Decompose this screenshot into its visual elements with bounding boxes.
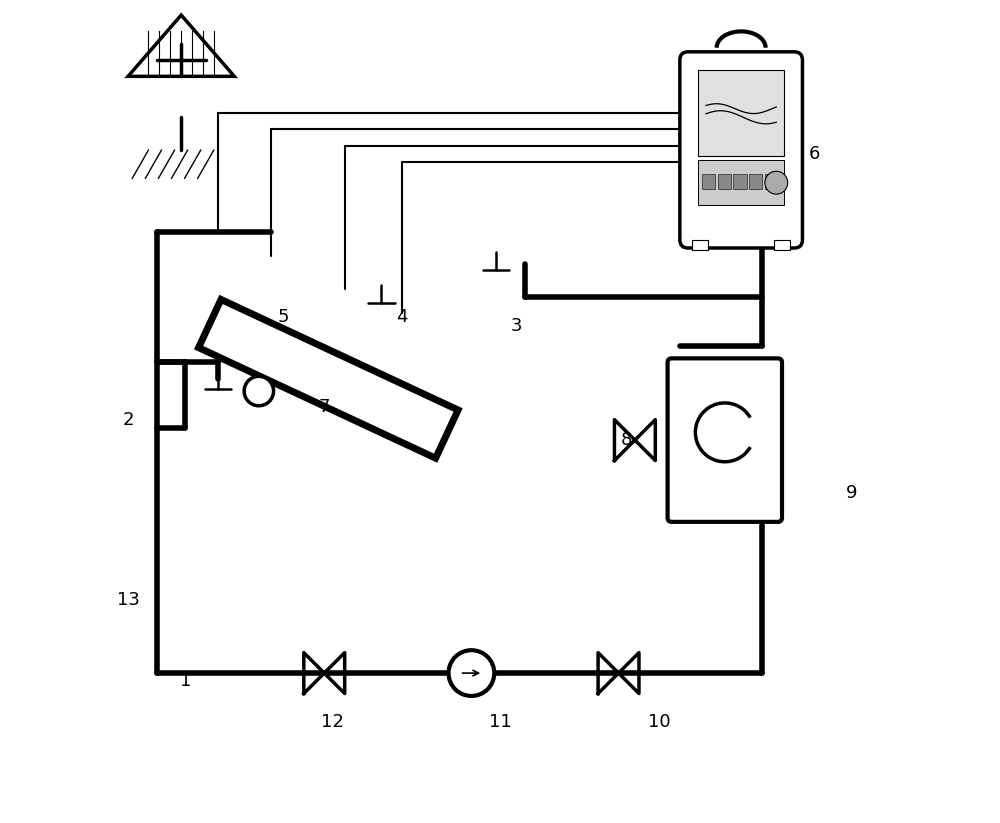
Bar [702,174,715,189]
Circle shape [449,650,494,696]
Circle shape [765,171,788,194]
Polygon shape [128,15,234,77]
Text: 13: 13 [117,591,140,608]
Text: 2: 2 [122,411,134,429]
FancyBboxPatch shape [668,358,782,522]
Circle shape [244,376,274,406]
Text: 3: 3 [511,317,522,335]
Text: 6: 6 [809,145,820,163]
Bar [774,239,790,249]
Bar [733,174,747,189]
Bar [765,174,778,189]
Text: 9: 9 [846,484,857,502]
Text: 7: 7 [318,398,330,416]
Polygon shape [199,300,458,458]
Text: 1: 1 [180,672,191,690]
Text: 8: 8 [621,431,632,449]
Bar [698,70,784,156]
Bar [749,174,762,189]
Text: 11: 11 [489,713,511,731]
Bar [718,174,731,189]
Bar [698,160,784,205]
Text: 10: 10 [648,713,671,731]
Text: 12: 12 [321,713,344,731]
Text: 5: 5 [278,309,289,327]
FancyBboxPatch shape [680,52,802,248]
Bar [692,239,708,249]
Text: 4: 4 [396,309,408,327]
